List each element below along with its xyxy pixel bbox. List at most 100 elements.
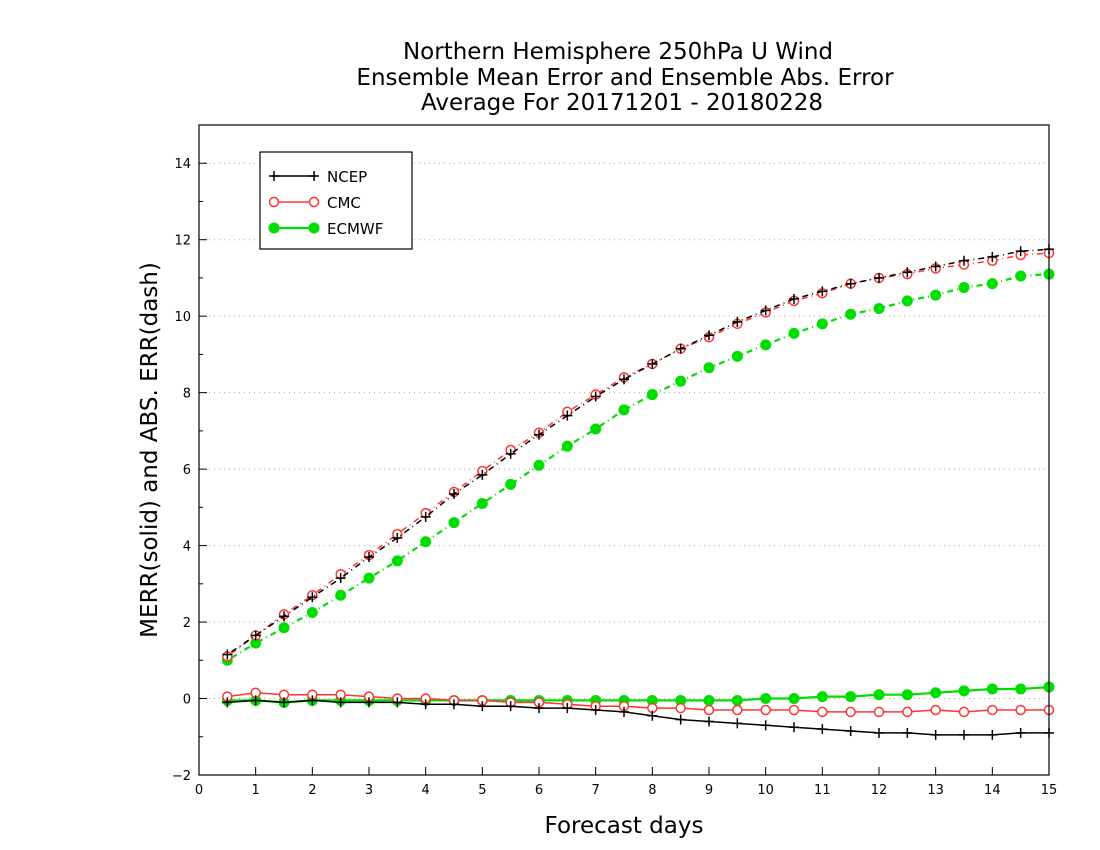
series-ncep-merr-point: [959, 729, 969, 740]
series-ecmwf-abserr-point: [448, 517, 460, 529]
series-ncep-merr-point: [647, 710, 658, 721]
legend-marker-ncep: [269, 171, 279, 181]
series-cmc-merr-point: [873, 706, 885, 718]
x-tick-label: 14: [984, 783, 1001, 798]
series-ecmwf-abserr-point: [533, 459, 545, 471]
y-tick-label: 4: [183, 540, 191, 555]
series-cmc-merr-point: [958, 706, 970, 718]
series-ncep-merr-point: [760, 720, 771, 731]
series-ncep-abserr-point: [902, 267, 913, 278]
legend-marker-ncep: [309, 171, 319, 181]
series-cmc-merr-point: [760, 704, 771, 716]
legend-marker-ecmwf: [268, 222, 280, 234]
series-ncep-merr-point: [222, 697, 233, 708]
series-ncep: [222, 244, 1054, 740]
series-ncep-merr-point: [845, 726, 856, 737]
series-ncep-abserr-point: [449, 488, 459, 499]
series-ncep-abserr-point: [930, 261, 941, 272]
series-ncep-merr-point: [335, 697, 346, 708]
series-ncep-abserr-point: [1015, 246, 1026, 257]
x-axis: 0 1 2 3 4 5 6 7 8 9 10 11 12 13 14 15: [195, 767, 1057, 798]
grid: [199, 162, 1049, 776]
series-ncep-abserr-point: [647, 358, 658, 369]
legend-label-ncep: NCEP: [327, 168, 367, 186]
x-tick-label: 9: [705, 783, 713, 798]
series-ecmwf-abserr-point: [845, 308, 857, 320]
x-tick-label: 8: [648, 783, 656, 798]
series-ecmwf-abserr-point: [760, 339, 772, 351]
series-ecmwf-merr-point: [816, 691, 828, 703]
series-ecmwf-merr-point: [760, 693, 772, 705]
series-ncep-merr-point: [250, 695, 261, 706]
series-ecmwf-abserr-point: [278, 622, 290, 634]
y-tick-label: −2: [172, 769, 191, 784]
series-ncep-abserr-point: [562, 410, 573, 421]
series-ecmwf-abserr-point: [873, 303, 885, 315]
series-ncep-abserr-point: [845, 278, 856, 289]
series-ecmwf-abserr-point: [590, 423, 602, 435]
series-ecmwf-abserr-point: [505, 478, 517, 490]
legend: NCEP CMC ECMWF: [259, 151, 413, 250]
y-axis-label: MERR(solid) and ABS. ERR(dash): [137, 262, 163, 638]
series-ecmwf-merr-point: [731, 694, 743, 706]
x-tick-label: 0: [195, 783, 203, 798]
series-ncep-merr-point: [307, 695, 318, 706]
x-tick-label: 2: [308, 783, 316, 798]
series-layer: [221, 244, 1055, 740]
series-ecmwf-abserr-point: [986, 278, 998, 290]
series-ncep-merr-point: [675, 714, 686, 725]
series-ecmwf-abserr-point: [1015, 270, 1027, 282]
series-ecmwf-abserr-point: [930, 289, 942, 301]
legend-item-ncep: NCEP: [269, 168, 367, 186]
series-ecmwf-abserr-point: [476, 498, 488, 510]
legend-label-cmc: CMC: [327, 194, 361, 212]
x-tick-label: 12: [871, 783, 888, 798]
series-ncep-abserr-point: [335, 573, 346, 584]
chart-title-line-1: Northern Hemisphere 250hPa U Wind: [403, 39, 833, 65]
legend-item-cmc: CMC: [268, 194, 361, 212]
chart-title-line-3: Average For 20171201 - 20180228: [421, 90, 823, 116]
series-ncep-merr-point: [562, 703, 573, 714]
series-ncep-merr-point: [590, 705, 601, 715]
series-ecmwf-merr-point: [901, 689, 913, 701]
series-ecmwf-merr-point: [788, 693, 800, 705]
series-ncep-merr-point: [279, 697, 289, 708]
series-cmc-merr-point: [987, 704, 998, 716]
series-ncep-merr-line: [227, 699, 1049, 736]
series-ncep-merr-point: [534, 703, 544, 714]
legend-marker-cmc: [308, 196, 320, 208]
series-ncep-merr-point: [392, 697, 403, 708]
series-ncep-abserr-point: [364, 552, 374, 563]
series-cmc-merr-point: [675, 702, 686, 714]
series-cmc-merr-point: [1015, 704, 1026, 716]
series-ncep-abserr-point: [959, 255, 969, 266]
series-ecmwf-abserr-point: [816, 318, 828, 330]
series-ncep-merr-point: [902, 727, 913, 738]
series-ecmwf-abserr-point: [391, 555, 403, 567]
x-tick-label: 15: [1041, 783, 1058, 798]
x-tick-label: 1: [252, 783, 260, 798]
series-ecmwf-abserr-point: [363, 572, 375, 584]
series-ncep-merr-point: [732, 718, 743, 729]
series-ecmwf-abserr-line: [226, 273, 1050, 662]
series-ecmwf-abserr-point: [675, 375, 687, 387]
series-ecmwf-abserr-point: [788, 327, 800, 339]
y-tick-label: 2: [183, 616, 191, 631]
series-cmc-merr-point: [930, 704, 941, 716]
series-ncep-merr-point: [619, 706, 629, 717]
legend-item-ecmwf: ECMWF: [268, 220, 383, 238]
series-ncep-abserr-point: [534, 429, 544, 440]
y-tick-label: 6: [183, 463, 191, 478]
series-ncep-merr-point: [1015, 727, 1026, 738]
series-ecmwf-merr-point: [1015, 683, 1027, 695]
y-tick-label: 14: [174, 157, 191, 172]
series-ncep-merr-point: [505, 701, 516, 712]
x-tick-label: 6: [535, 783, 543, 798]
x-tick-label: 5: [478, 783, 486, 798]
series-ncep-abserr-point: [987, 251, 998, 262]
series-ecmwf-merr-point: [986, 683, 998, 695]
series-ecmwf-abserr-point: [703, 362, 715, 374]
series-ecmwf-abserr-point: [335, 589, 347, 601]
y-axis: −2 0 2 4 6 8 10 12 14: [172, 157, 207, 784]
